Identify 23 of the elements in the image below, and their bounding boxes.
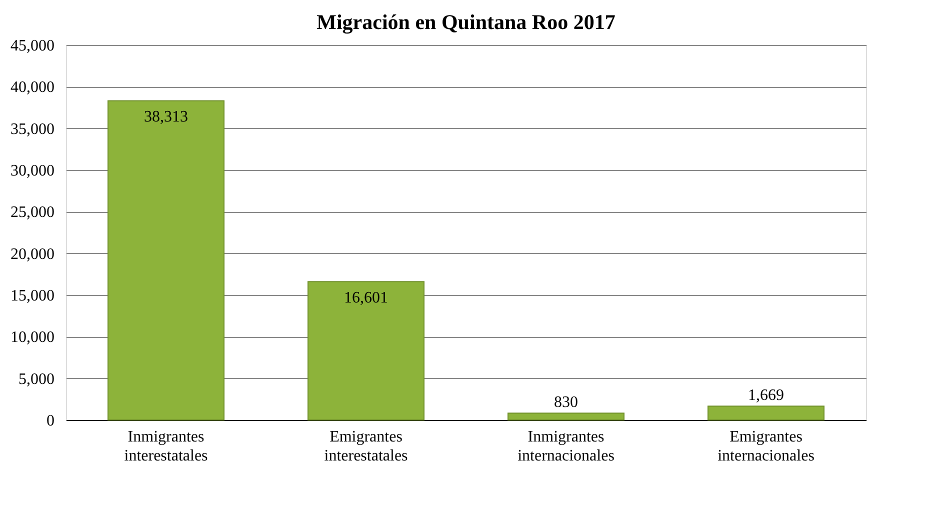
y-tick-label: 40,000: [10, 79, 54, 96]
x-tick-label: Emigrantes interestatales: [324, 428, 408, 464]
y-tick-label: 5,000: [18, 370, 54, 388]
bar: [508, 412, 624, 420]
y-tick-label: 0: [46, 412, 54, 430]
data-label: 830: [554, 394, 578, 412]
y-tick-label: 45,000: [10, 38, 54, 54]
y-tick-label: 10,000: [10, 329, 54, 346]
y-tick-label: 20,000: [10, 246, 54, 263]
y-tick-label: 25,000: [10, 204, 54, 222]
x-tick-label: Inmigrantes internacionales: [518, 428, 614, 464]
x-tick-label: Inmigrantes interestatales: [124, 428, 208, 464]
x-tick-label: Emigrantes internacionales: [718, 428, 814, 464]
y-tick-label: 35,000: [10, 120, 54, 138]
chart-title: Migración en Quintana Roo 2017: [316, 10, 616, 34]
bar: [708, 406, 824, 420]
data-label: 16,601: [344, 290, 388, 307]
y-tick-label: 15,000: [10, 288, 54, 304]
data-label: 38,313: [144, 108, 188, 126]
bar: [108, 100, 224, 420]
y-tick-label: 30,000: [10, 162, 54, 180]
data-label: 1,669: [748, 387, 784, 404]
bar: [308, 281, 424, 420]
